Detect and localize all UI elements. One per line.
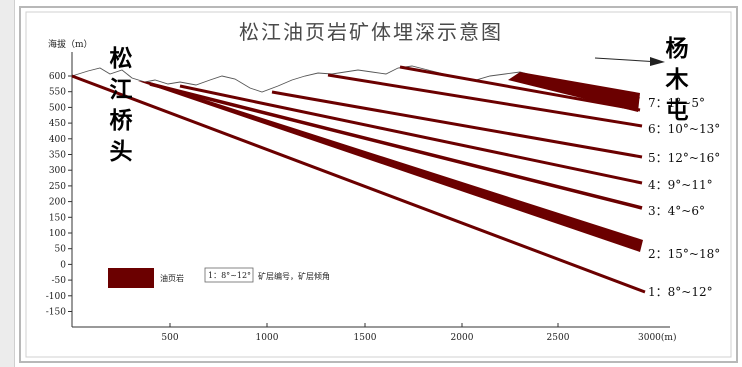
outer-frame — [19, 6, 738, 363]
x-tick-label: 2000 — [451, 333, 474, 343]
y-tick-label: -100 — [46, 292, 66, 302]
ore-layer-6 — [327, 73, 643, 128]
x-axis-unit-label: 3000(m) — [638, 332, 676, 343]
x-tick-label: 500 — [161, 333, 178, 343]
left-place-label: 松 江 桥 头 — [108, 44, 134, 168]
x-tick-label: 1000 — [256, 333, 279, 343]
layer-label-4: 4：9°~11° — [648, 178, 713, 192]
layer-label-7: 7：1°~5° — [648, 96, 705, 110]
left-place-char-1: 松 — [109, 46, 133, 72]
y-tick-label: 250 — [49, 182, 66, 192]
layer-label-5: 5：12°~16° — [648, 151, 720, 165]
ore-layer-4 — [179, 84, 643, 185]
direction-arrow-head — [650, 57, 665, 66]
y-tick-label: 100 — [49, 229, 66, 239]
legend-swatch-label: 油页岩 — [160, 273, 184, 283]
left-place-char-2: 江 — [109, 77, 133, 103]
y-tick-label: 0 — [60, 260, 66, 270]
y-tick-label: 450 — [49, 119, 66, 129]
inner-frame — [25, 11, 732, 358]
y-axis-label: 海拔（m） — [48, 38, 93, 50]
y-tick-label: 150 — [49, 213, 66, 223]
ore-layer-7-upper — [399, 65, 641, 112]
layer-label-6: 6：10°~13° — [648, 122, 720, 136]
ore-layer-2 — [138, 81, 643, 252]
left-place-char-4: 头 — [109, 139, 133, 165]
legend-sample-box-text: 1：8°~12° — [208, 271, 251, 280]
right-place-char-3: 屯 — [665, 98, 689, 124]
y-tick-label: 550 — [49, 88, 66, 98]
y-tick-label: 500 — [49, 103, 66, 113]
legend-sample-label: 矿层编号，矿层倾角 — [258, 271, 330, 281]
layer-label-1: 1：8°~12° — [648, 285, 713, 299]
direction-arrow-line — [594, 57, 661, 63]
y-tick-label: 300 — [49, 166, 66, 176]
y-tick-group: 600550500450400350300250200150100500-50-… — [46, 72, 72, 318]
right-place-char-2: 木 — [665, 67, 689, 93]
y-tick-label: 200 — [49, 198, 66, 208]
y-tick-label: 350 — [49, 151, 66, 161]
y-tick-label: 400 — [49, 135, 66, 145]
y-tick-label: 600 — [49, 72, 66, 82]
x-tick-label: 2500 — [547, 333, 570, 343]
left-window-strip — [0, 0, 15, 367]
left-place-char-3: 桥 — [109, 108, 133, 134]
right-place-char-1: 杨 — [665, 36, 689, 62]
ore-layer-5 — [271, 90, 643, 159]
legend-sample-box — [204, 267, 254, 283]
y-tick-label: -50 — [52, 276, 67, 286]
layer-label-3: 3：4°~6° — [648, 204, 705, 218]
y-tick-label: -150 — [46, 308, 66, 318]
layer-label-2: 2：15°~18° — [648, 247, 720, 261]
x-tick-group: 500 1000 1500 2000 2500 — [161, 323, 570, 343]
x-tick-label: 1500 — [354, 333, 377, 343]
y-tick-label: 50 — [55, 245, 67, 255]
right-place-label: 杨 木 屯 — [664, 34, 690, 127]
legend-swatch — [108, 268, 154, 288]
ore-layer-7-body — [508, 72, 640, 112]
ore-layer-3 — [149, 82, 643, 210]
diagram-title: 松江油页岩矿体埋深示意图 — [239, 20, 503, 44]
ore-layer-1 — [71, 74, 646, 294]
